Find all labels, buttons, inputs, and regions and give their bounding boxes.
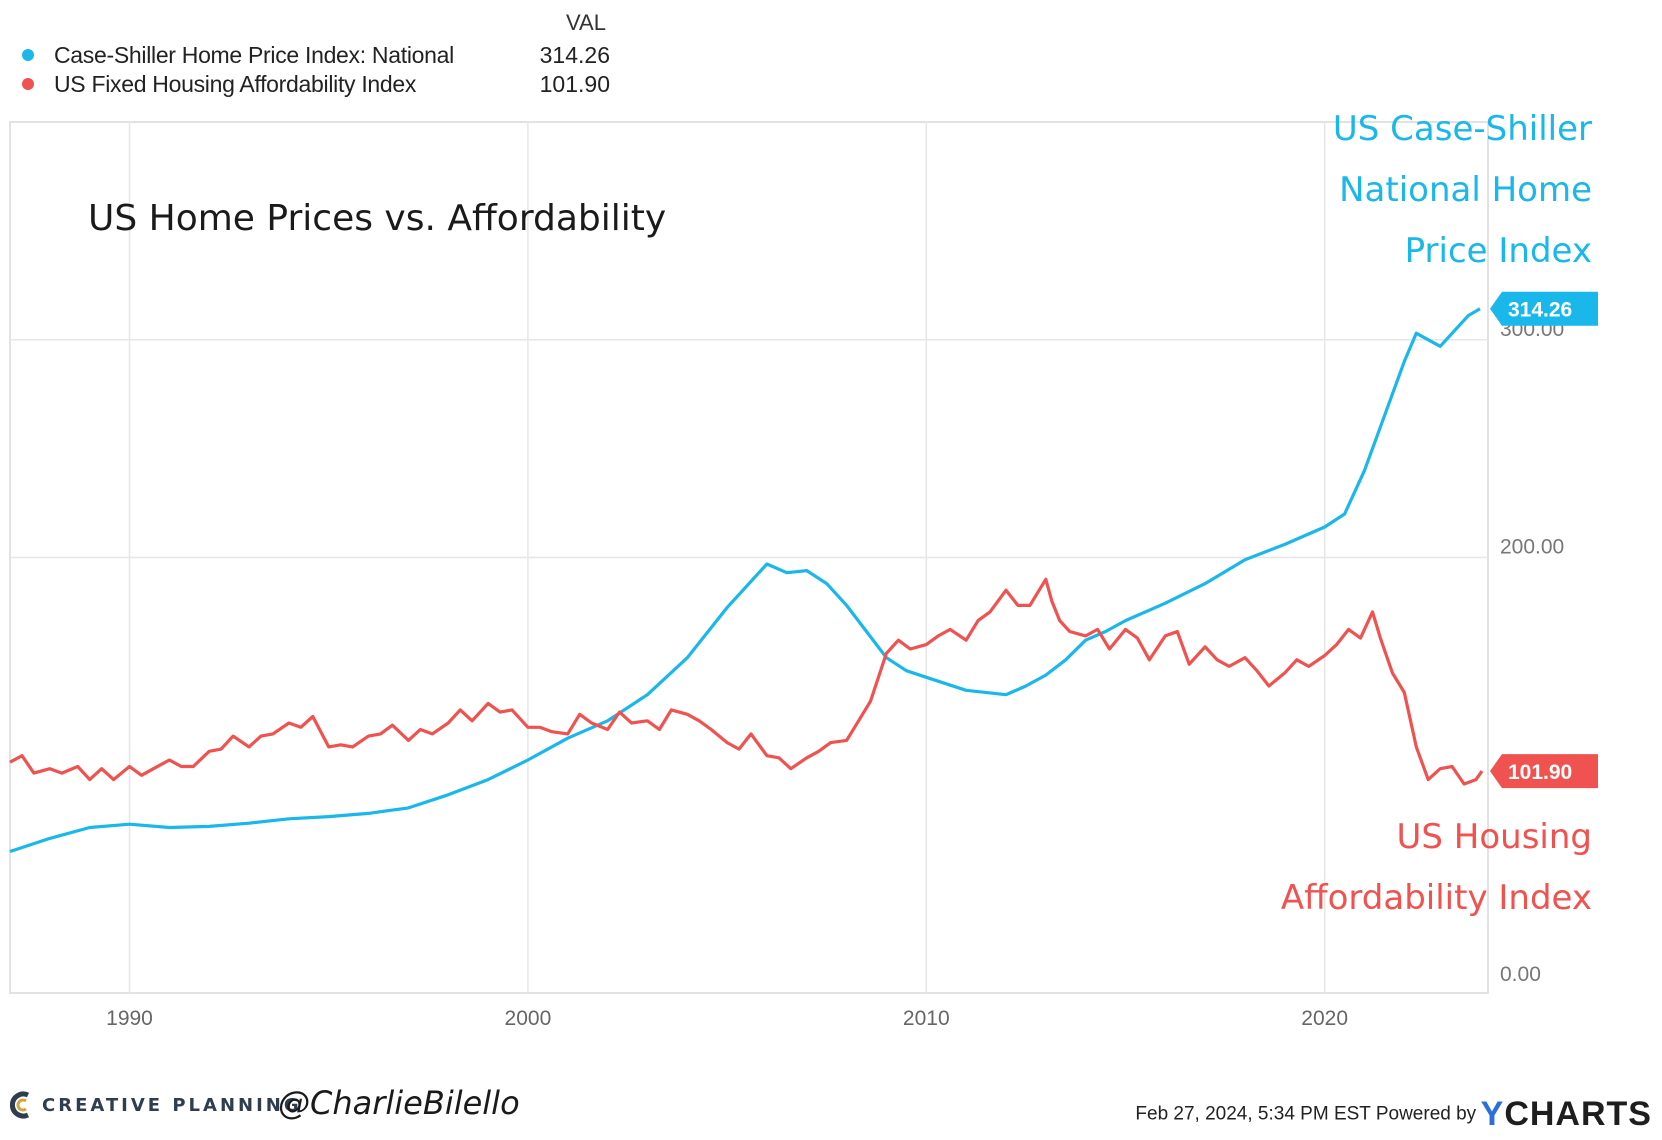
series-annotations: US Case-Shiller National Home Price Index U… xyxy=(1281,109,1592,918)
x-tick-label: 2000 xyxy=(505,1007,552,1030)
series-annotation-line: National Home xyxy=(1339,170,1592,210)
legend-item-label: Case-Shiller Home Price Index: National xyxy=(54,42,454,68)
x-tick-label: 2020 xyxy=(1301,1007,1348,1030)
creative-planning-logo-icon xyxy=(9,1091,30,1119)
creative-planning-logo: CREATIVE PLANNING xyxy=(8,1085,299,1125)
series-annotation-line: US Housing xyxy=(1397,817,1592,857)
ycharts-attribution: Feb 27, 2024, 5:34 PM EST Powered by YCH… xyxy=(1135,1095,1652,1135)
series-annotation-line: Price Index xyxy=(1405,231,1592,271)
legend-item-value: 101.90 xyxy=(539,71,610,97)
end-value-badge: 314.26 xyxy=(1490,291,1598,326)
grid-lines xyxy=(10,122,1488,993)
legend-dot-icon xyxy=(22,78,34,90)
series-line xyxy=(9,307,1481,854)
author-handle: @CharlieBilello xyxy=(278,1084,520,1122)
legend-item-affordability[interactable]: US Fixed Housing Affordability Index 101… xyxy=(20,69,620,99)
y-tick-label: 0.00 xyxy=(1500,963,1541,986)
x-tick-label: 1990 xyxy=(106,1007,153,1030)
series-annotation-line: Affordability Index xyxy=(1281,878,1592,918)
timestamp: Feb 27, 2024, 5:34 PM EST Powered by xyxy=(1135,1103,1477,1125)
legend-dot-icon xyxy=(22,49,34,61)
chart-legend: VAL Case-Shiller Home Price Index: Natio… xyxy=(20,8,620,98)
ycharts-logo: YCHARTS xyxy=(1480,1095,1652,1133)
legend-item-case-shiller[interactable]: Case-Shiller Home Price Index: National … xyxy=(20,40,620,70)
x-tick-label: 2010 xyxy=(903,1007,950,1030)
legend-value-header: VAL xyxy=(566,10,606,35)
series-line xyxy=(9,577,1484,786)
end-value-badge-shape xyxy=(1490,291,1598,326)
end-value-badge: 101.90 xyxy=(1490,754,1598,789)
y-tick-label: 200.00 xyxy=(1500,536,1564,559)
end-value-text: 314.26 xyxy=(1508,299,1572,322)
legend-item-value: 314.26 xyxy=(539,42,610,68)
series-group xyxy=(9,307,1484,854)
brand-name: CREATIVE PLANNING xyxy=(42,1095,302,1116)
x-axis: 1990 2000 2010 2020 xyxy=(106,1007,1348,1030)
series-annotation-line: US Case-Shiller xyxy=(1333,109,1592,149)
legend-item-label: US Fixed Housing Affordability Index xyxy=(54,71,417,97)
end-value-labels: 314.26 101.90 xyxy=(1490,291,1598,789)
end-value-badge-shape xyxy=(1490,754,1598,789)
chart-title: US Home Prices vs. Affordability xyxy=(88,198,666,239)
end-value-text: 101.90 xyxy=(1508,761,1572,784)
